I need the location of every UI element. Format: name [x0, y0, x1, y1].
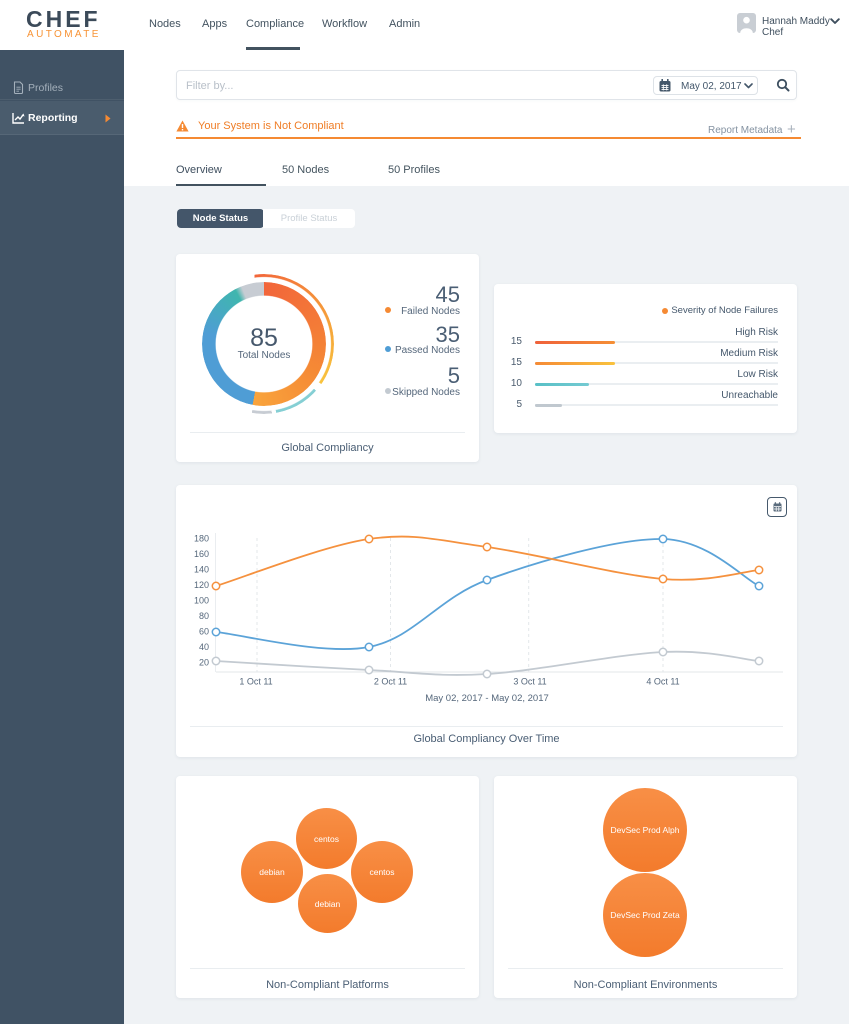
svg-text:100: 100: [194, 596, 209, 606]
svg-text:3 Oct 11: 3 Oct 11: [513, 677, 546, 687]
svg-text:80: 80: [199, 611, 209, 621]
svg-text:120: 120: [194, 580, 209, 590]
svg-text:140: 140: [194, 565, 209, 575]
svg-text:180: 180: [194, 534, 209, 544]
svg-text:20: 20: [199, 658, 209, 668]
svg-text:May 02, 2017 - May 02, 2017: May 02, 2017 - May 02, 2017: [425, 693, 549, 704]
svg-text:2 Oct 11: 2 Oct 11: [374, 677, 407, 687]
svg-text:60: 60: [199, 627, 209, 637]
svg-text:4 Oct 11: 4 Oct 11: [646, 677, 679, 687]
svg-text:1 Oct 11: 1 Oct 11: [239, 677, 272, 687]
svg-text:40: 40: [199, 642, 209, 652]
svg-text:160: 160: [194, 549, 209, 559]
